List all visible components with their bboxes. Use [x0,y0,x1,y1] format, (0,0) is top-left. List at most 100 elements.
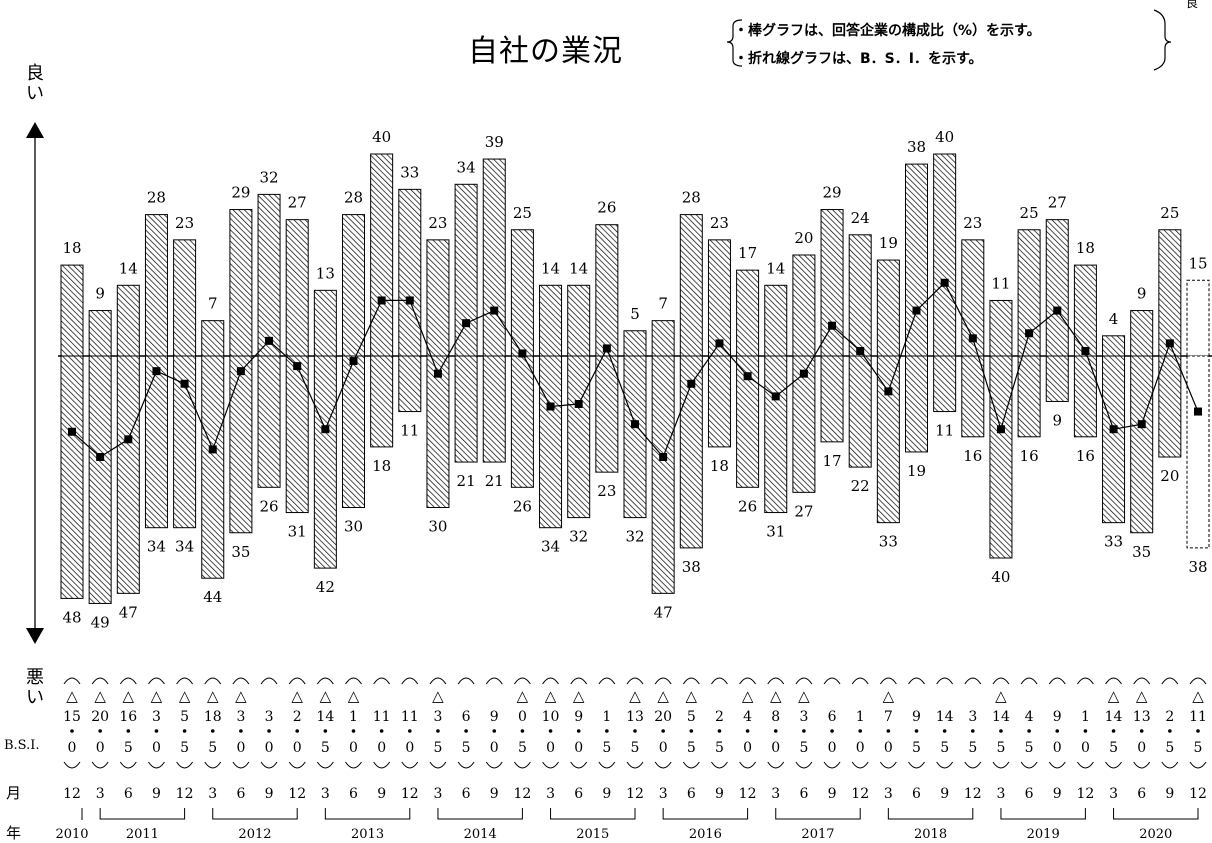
label-bad-5: 44 [203,588,222,606]
bsi-dot-27 [830,729,834,733]
label-bad-22: 38 [682,558,701,576]
year-3: 2013 [351,827,384,842]
bsi-int-10: 1 [349,709,358,725]
bsi-bracket-bottom-25 [767,761,785,769]
bar-bad-3 [144,355,168,529]
bsi-int-9: 14 [316,709,334,725]
label-bad-19: 23 [597,482,616,500]
bsi-neg-33: △ [995,687,1007,705]
bsi-dot-28 [858,729,862,733]
bar-bad-14 [454,355,478,463]
bsi-point-1 [96,453,105,461]
label-bad-30: 19 [907,462,926,480]
bsi-neg-9: △ [320,687,332,705]
bar-bad-5 [201,355,225,579]
bsi-int-1: 20 [91,709,109,725]
bsi-point-17 [546,402,555,411]
label-good-22: 28 [682,189,701,207]
label-bad-16: 26 [513,497,532,515]
bsi-dec-4: 5 [180,740,189,756]
bsi-int-3: 3 [152,709,161,725]
bsi-bracket-bottom-38 [1133,761,1151,769]
bsi-dec-15: 0 [490,740,499,756]
label-bad-0: 48 [62,608,81,626]
label-bad-11: 18 [372,457,391,475]
year-7: 2017 [801,827,834,842]
label-good-29: 19 [879,234,898,252]
bsi-int-35: 9 [1053,709,1062,725]
bsi-point-4 [180,379,189,388]
month-33: 3 [996,786,1005,802]
year-9: 2019 [1027,827,1060,842]
bar-bad-24 [736,355,760,488]
month-23: 9 [715,786,724,802]
month-6: 6 [236,786,245,802]
bsi-bracket-bottom-1 [91,761,109,769]
bsi-dec-26: 5 [799,740,808,756]
bsi-neg-10: △ [348,687,360,705]
bsi-dec-1: 0 [96,740,105,756]
bar-bad-0 [60,355,84,599]
label-good-10: 28 [344,189,363,207]
year-bracket-5 [550,808,636,820]
bsi-dec-27: 0 [828,740,837,756]
bsi-bracket-bottom-2 [119,761,137,769]
bar-bad-18 [567,355,591,519]
bsi-point-15 [490,306,499,315]
bsi-point-24 [743,372,752,381]
bar-good-14 [454,183,478,357]
label-good-8: 27 [288,194,307,212]
bar-bad-33 [989,355,1013,559]
bsi-int-12: 11 [401,709,419,725]
bsi-bracket-top-9 [316,677,334,685]
bar-bad-26 [792,355,816,493]
bsi-bracket-bottom-35 [1048,761,1066,769]
label-good-19: 26 [597,199,616,217]
bsi-dot-16 [520,729,525,733]
bsi-bracket-top-32 [964,677,982,685]
bsi-point-31 [940,278,949,287]
bsi-point-18 [574,399,583,408]
bsi-bracket-bottom-37 [1105,761,1122,769]
label-bad-12: 11 [400,422,419,440]
label-bad-6: 35 [231,543,250,561]
label-good-7: 32 [260,168,279,186]
month-18: 6 [574,786,583,802]
label-bad-38: 35 [1132,543,1151,561]
bsi-dot-36 [1083,729,1088,733]
bsi-neg-1: △ [94,687,106,705]
bar-good-24 [736,269,760,357]
bsi-point-12 [405,296,414,305]
bsi-point-22 [687,379,696,388]
bsi-bracket-bottom-4 [176,761,194,769]
bsi-dec-13: 5 [433,740,442,756]
bsi-dot-39 [1168,729,1172,733]
bsi-bracket-bottom-5 [204,761,222,769]
bsi-bracket-top-24 [739,677,757,685]
bsi-neg-37: △ [1108,687,1120,705]
bar-good-9 [313,289,337,357]
bar-bad-1 [88,355,112,604]
bsi-bracket-top-39 [1161,677,1179,685]
bsi-dec-2: 5 [124,740,133,756]
label-bad-34: 16 [1020,447,1039,465]
bar-good-20 [623,330,647,357]
bsi-dot-20 [633,729,637,733]
bsi-int-26: 3 [799,709,808,725]
label-good-17: 14 [541,259,560,277]
bsi-bracket-top-1 [91,677,109,685]
year-2: 2012 [238,827,271,842]
label-good-38: 9 [1137,285,1147,303]
bar-bad-9 [313,355,337,569]
bsi-point-19 [602,344,611,353]
bsi-point-38 [1137,420,1146,429]
bsi-bracket-top-8 [288,677,306,685]
bar-good-13 [426,239,450,357]
label-good-33: 11 [991,274,1010,292]
bsi-int-32: 3 [968,709,977,725]
label-good-28: 24 [851,209,870,227]
bsi-int-24: 4 [743,709,752,725]
bsi-point-27 [828,321,837,330]
bsi-int-37: 14 [1105,709,1123,725]
label-good-20: 5 [630,305,640,323]
